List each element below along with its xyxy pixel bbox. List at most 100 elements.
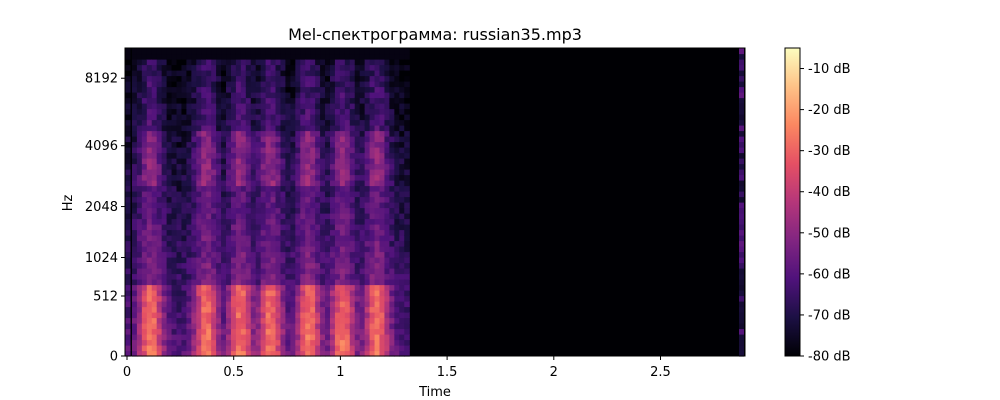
heatmap-cell: [146, 169, 153, 176]
heatmap-cell: [136, 147, 143, 154]
heatmap-cell: [240, 334, 247, 341]
heatmap-cell: [394, 191, 400, 198]
heatmap-cell: [226, 70, 232, 77]
heatmap-cell: [369, 75, 376, 82]
heatmap-cell: [369, 207, 376, 214]
heatmap-cell: [245, 114, 252, 121]
heatmap-cell: [310, 213, 316, 220]
heatmap-cell: [156, 202, 163, 209]
heatmap-cell: [156, 301, 163, 308]
heatmap-cell: [384, 86, 390, 93]
heatmap-cell: [285, 103, 291, 110]
heatmap-cell: [191, 295, 197, 302]
heatmap-cell: [270, 246, 277, 253]
heatmap-cell: [166, 70, 173, 77]
heatmap-cell: [255, 119, 262, 126]
heatmap-cell: [404, 81, 410, 88]
heatmap-cell: [196, 59, 202, 66]
heatmap-cell: [255, 345, 262, 352]
heatmap-cell: [295, 345, 301, 352]
heatmap-cell: [374, 92, 381, 99]
heatmap-cell: [176, 229, 183, 236]
heatmap-cell: [349, 136, 356, 143]
heatmap-cell: [369, 339, 376, 346]
heatmap-cell: [384, 103, 390, 110]
heatmap-cell: [339, 202, 346, 209]
heatmap-cell: [211, 163, 217, 170]
heatmap-cell: [344, 306, 351, 313]
heatmap-cell: [384, 163, 390, 170]
heatmap-cell: [181, 328, 188, 335]
heatmap-cell: [290, 290, 296, 297]
heatmap-cell: [181, 119, 188, 126]
heatmap-cell: [201, 268, 207, 275]
heatmap-cell: [235, 119, 242, 126]
heatmap-cell: [300, 323, 306, 330]
heatmap-cell: [181, 70, 188, 77]
heatmap-cell: [305, 185, 311, 192]
heatmap-cell: [221, 240, 227, 247]
heatmap-cell: [739, 103, 744, 110]
heatmap-cell: [379, 301, 386, 308]
heatmap-cell: [369, 290, 376, 297]
heatmap-cell: [275, 97, 282, 104]
heatmap-cell: [186, 169, 192, 176]
heatmap-cell: [399, 196, 405, 203]
heatmap-cell: [191, 323, 197, 330]
heatmap-cell: [211, 81, 217, 88]
heatmap-cell: [384, 48, 390, 55]
heatmap-cell: [240, 246, 247, 253]
heatmap-cell: [166, 306, 173, 313]
heatmap-cell: [226, 229, 232, 236]
heatmap-cell: [369, 235, 376, 242]
heatmap-cell: [404, 119, 410, 126]
heatmap-cell: [359, 246, 366, 253]
heatmap-cell: [310, 196, 316, 203]
heatmap-cell: [265, 273, 272, 280]
heatmap-cell: [161, 306, 168, 313]
heatmap-cell: [354, 229, 361, 236]
heatmap-cell: [329, 185, 336, 192]
heatmap-cell: [349, 108, 356, 115]
heatmap-cell: [325, 273, 331, 280]
heatmap-cell: [151, 339, 158, 346]
heatmap-cell: [354, 163, 361, 170]
heatmap-cell: [739, 207, 744, 214]
heatmap-cell: [320, 147, 326, 154]
heatmap-cell: [260, 158, 267, 165]
heatmap-cell: [270, 301, 277, 308]
heatmap-cell: [305, 64, 311, 71]
heatmap-cell: [196, 262, 202, 269]
heatmap-cell: [206, 328, 212, 335]
heatmap-cell: [265, 92, 272, 99]
heatmap-cell: [359, 130, 366, 137]
heatmap-cell: [275, 323, 282, 330]
heatmap-cell: [141, 64, 148, 71]
heatmap-cell: [156, 295, 163, 302]
heatmap-cell: [255, 130, 262, 137]
heatmap-cell: [131, 257, 138, 264]
heatmap-cell: [364, 251, 371, 258]
heatmap-cell: [320, 196, 326, 203]
heatmap-cell: [176, 64, 183, 71]
heatmap-cell: [255, 301, 262, 308]
heatmap-cell: [166, 108, 173, 115]
heatmap-cell: [171, 224, 178, 231]
heatmap-cell: [235, 257, 242, 264]
heatmap-cell: [146, 202, 153, 209]
heatmap-cell: [146, 59, 153, 66]
heatmap-cell: [364, 257, 371, 264]
heatmap-cell: [349, 279, 356, 286]
heatmap-cell: [206, 246, 212, 253]
heatmap-cell: [146, 350, 153, 357]
heatmap-cell: [161, 317, 168, 324]
heatmap-cell: [265, 312, 272, 319]
heatmap-cell: [151, 323, 158, 330]
heatmap-cell: [329, 279, 336, 286]
heatmap-cell: [176, 130, 183, 137]
heatmap-cell: [186, 125, 192, 132]
heatmap-cell: [384, 169, 390, 176]
heatmap-cell: [201, 339, 207, 346]
heatmap-cell: [394, 97, 400, 104]
heatmap-cell: [359, 59, 366, 66]
